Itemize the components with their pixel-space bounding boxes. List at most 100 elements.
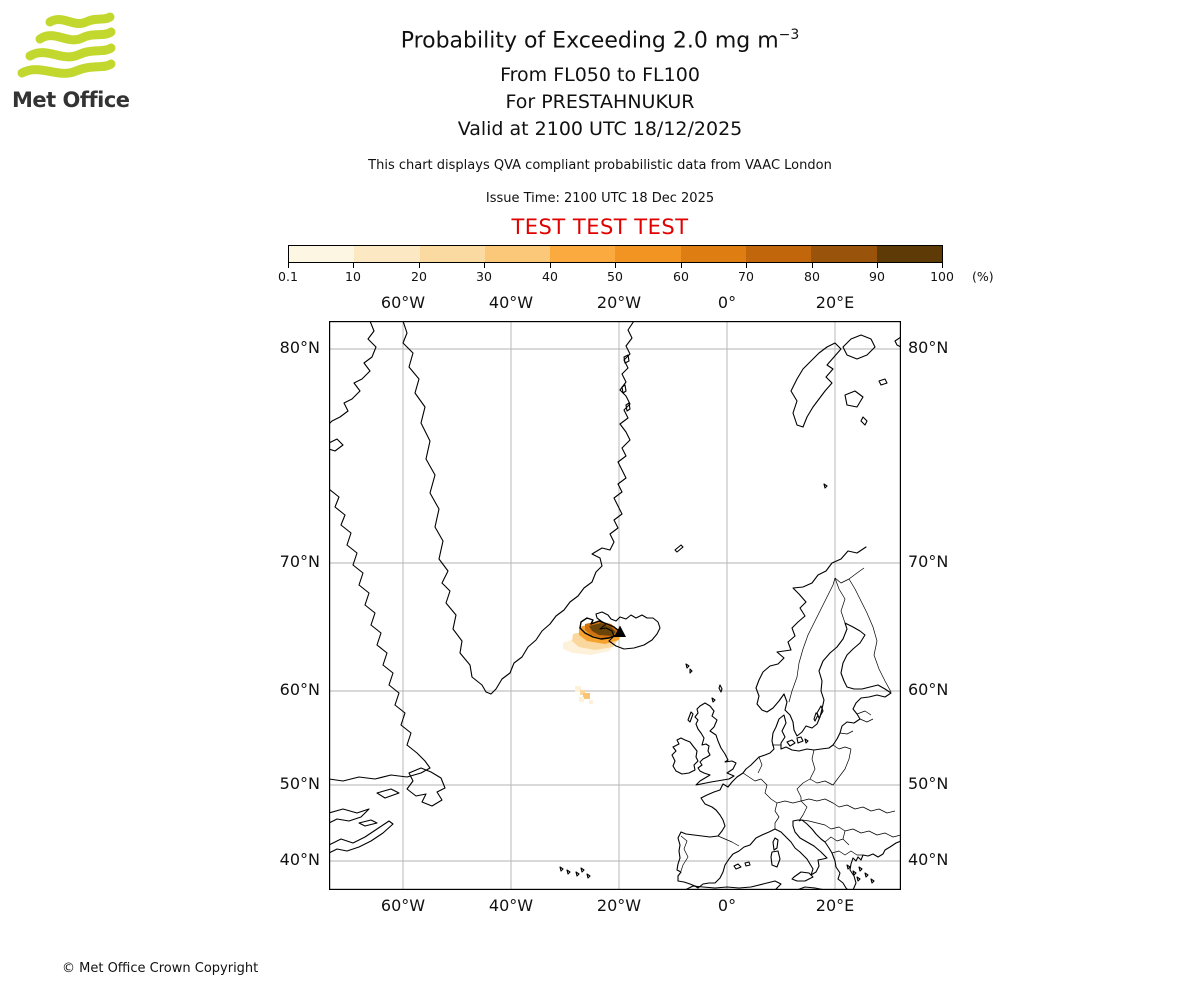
colorbar-tick [615,263,616,268]
colorbar-tick [877,263,878,268]
ash-plume-level-100pct [589,623,616,636]
colorbar-tick [746,263,747,268]
map-frame [329,321,901,890]
colorbar-tick [288,263,289,268]
colorbar-label: 90 [869,269,885,284]
coast-gaspe [328,808,370,824]
colorbar-tick [681,263,682,268]
coast-ne-greenland-islets [621,354,631,412]
ash-patch [589,700,593,704]
colorbar-label: 0.1 [278,269,298,284]
lon-label-top: 60°W [380,293,426,312]
colorbar-label: 50 [607,269,623,284]
lat-label-right: 40°N [908,850,949,869]
lon-label-top: 0° [717,293,737,312]
coast-ireland [671,737,699,775]
map-panel [328,320,902,891]
ash-plume [563,621,621,704]
coast-great-britain [694,702,737,786]
test-banner: TEST TEST TEST [511,215,689,239]
map-svg [328,320,902,891]
colorbar-segment [354,246,420,262]
ash-patch [583,693,590,699]
colorbar-tick [942,263,943,268]
coast-svalbard [790,334,902,428]
subtitle-flight-levels: From FL050 to FL100 [500,64,700,86]
coast-danish-isles [786,736,809,747]
lon-label-top: 20°E [815,293,855,312]
colorbar-label: 20 [411,269,427,284]
coast-jan-mayen [674,544,684,553]
lat-label-left: 60°N [279,680,320,699]
colorbar-segment [811,246,877,262]
colorbar-segment [419,246,485,262]
ash-patch [580,690,585,695]
coast-iceland [595,611,661,650]
lon-label-bottom: 40°W [488,896,534,915]
page-title: Probability of Exceeding 2.0 mg m−3 [400,27,800,54]
lon-label-bottom: 60°W [380,896,426,915]
volcano-marker-icon [614,625,626,637]
colorbar-label: 10 [345,269,361,284]
colorbar-label: 80 [804,269,820,284]
colorbar-tick [353,263,354,268]
coast-greece-turkey [849,840,902,891]
colorbar-label: 30 [476,269,492,284]
issue-time: Issue Time: 2100 UTC 18 Dec 2025 [485,191,715,206]
colorbar-segment [615,246,681,262]
lat-label-right: 70°N [908,552,949,571]
met-office-logo: Met Office [10,12,130,117]
lon-label-top: 20°W [596,293,642,312]
colorbar-label: 70 [738,269,754,284]
colorbar-segment [876,246,942,262]
coast-azores [559,866,591,879]
subtitle-volcano: For PRESTAHNUKUR [505,91,695,113]
coastlines [328,320,902,891]
probability-colorbar [288,245,943,263]
coast-bear-island [823,483,828,489]
coast-nova-scotia [328,820,394,854]
coast-newfoundland [406,767,446,807]
lon-label-bottom: 20°W [596,896,642,915]
coast-sardinia [770,850,781,868]
coast-anticosti [376,788,400,799]
lat-label-right: 50°N [908,774,949,793]
colorbar-segment [680,246,747,262]
subtitle-valid-time: Valid at 2100 UTC 18/12/2025 [457,118,743,140]
lat-label-left: 40°N [279,850,320,869]
lon-label-top: 40°W [488,293,534,312]
colorbar-unit: (%) [972,269,994,284]
coast-canadian-arctic [328,320,377,425]
coast-aegean-islands [846,864,875,884]
coast-arctic-island [328,438,344,452]
lon-label-bottom: 0° [717,896,737,915]
qva-note: This chart displays QVA compliant probab… [368,158,832,173]
colorbar-label: 40 [542,269,558,284]
lat-label-left: 50°N [279,774,320,793]
coast-balearics [733,861,751,870]
colorbar-segment [746,246,812,262]
coast-baffin-labrador [328,488,431,782]
coast-europe-mainland [676,546,892,891]
subtitle-block: From FL050 to FL100 For PRESTAHNUKUR Val… [0,62,1200,143]
colorbar-tick [484,263,485,268]
colorbar-segment [289,246,355,262]
ash-patch [579,697,584,702]
coast-north-africa [684,880,826,891]
colorbar-tick [550,263,551,268]
coast-hebrides [687,711,694,723]
colorbar-label: 100 [930,269,954,284]
met-office-waves-icon [17,12,116,78]
lon-label-bottom: 20°E [815,896,855,915]
met-office-wordmark: Met Office [12,88,130,112]
title-exponent: −3 [778,27,800,43]
coast-greenland [402,320,635,695]
lat-label-left: 80°N [279,338,320,357]
colorbar-tick [812,263,813,268]
lat-label-right: 80°N [908,338,949,357]
coast-corsica [772,837,779,851]
lat-label-right: 60°N [908,680,949,699]
coast-shetland-orkney [711,684,723,703]
coast-faroes [685,663,693,674]
